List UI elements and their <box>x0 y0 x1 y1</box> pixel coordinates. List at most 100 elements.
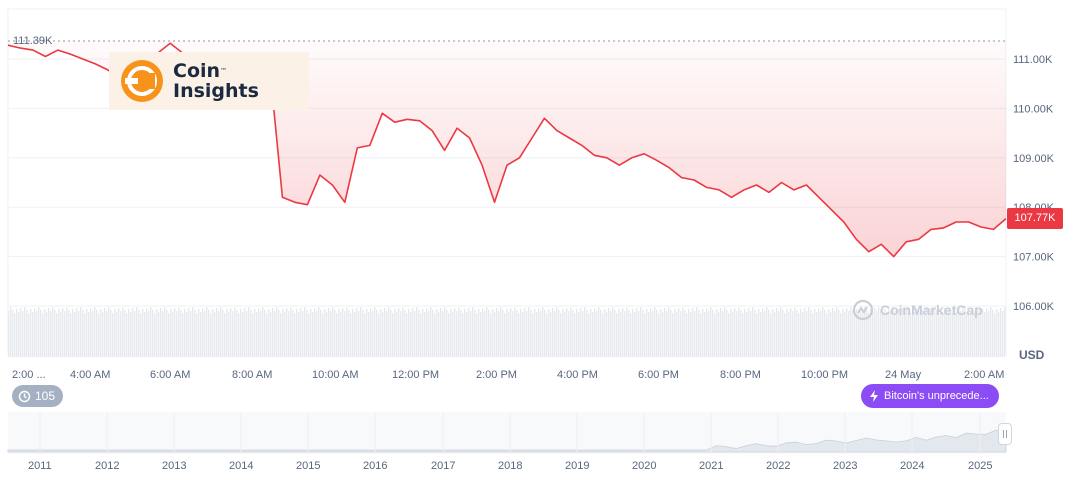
volume-bar <box>12 310 14 357</box>
volume-bar <box>798 313 800 357</box>
volume-bar <box>166 310 168 357</box>
volume-bar <box>426 308 428 357</box>
volume-bar <box>842 309 844 357</box>
volume-bar <box>810 310 812 357</box>
volume-bar <box>620 312 622 357</box>
volume-bar <box>836 307 838 357</box>
volume-bar <box>834 311 836 357</box>
volume-bar <box>564 312 566 357</box>
volume-bar <box>346 307 348 357</box>
volume-bar <box>118 308 120 357</box>
volume-bar <box>702 309 704 357</box>
volume-bar <box>46 312 48 357</box>
volume-bar <box>294 313 296 357</box>
volume-bar <box>656 310 658 357</box>
volume-bar <box>690 312 692 357</box>
volume-bar <box>590 309 592 357</box>
volume-bar <box>132 308 134 357</box>
volume-bar <box>600 310 602 357</box>
volume-bar <box>924 313 926 357</box>
volume-bar <box>288 311 290 357</box>
volume-bar <box>948 307 950 357</box>
volume-bar <box>304 307 306 357</box>
volume-bar <box>392 313 394 357</box>
volume-bar <box>278 310 280 357</box>
volume-bar <box>66 307 68 357</box>
volume-bar <box>308 313 310 357</box>
volume-bar <box>406 313 408 357</box>
volume-bar <box>878 307 880 357</box>
volume-bar <box>352 309 354 357</box>
volume-bar <box>700 313 702 357</box>
volume-bar <box>556 307 558 357</box>
volume-bar <box>926 309 928 357</box>
volume-bar <box>396 312 398 357</box>
volume-bar <box>726 310 728 357</box>
volume-bar <box>560 313 562 357</box>
volume-bar <box>34 308 36 357</box>
volume-bar <box>816 312 818 357</box>
volume-bar <box>96 310 98 357</box>
navigator-year-label: 2022 <box>766 460 790 472</box>
logo-line2: Insights <box>173 80 259 102</box>
volume-bar <box>242 312 244 357</box>
volume-bar <box>770 313 772 357</box>
volume-bar <box>506 309 508 357</box>
volume-bar <box>646 309 648 357</box>
volume-bar <box>598 307 600 357</box>
volume-bar <box>434 313 436 357</box>
volume-bar <box>988 311 990 357</box>
navigator-year-label: 2024 <box>900 460 924 472</box>
volume-bar <box>334 310 336 357</box>
x-tick-label: 10:00 AM <box>312 369 358 381</box>
volume-bar <box>826 313 828 357</box>
current-price-badge: 107.77K <box>1007 208 1063 229</box>
volume-bar <box>736 311 738 357</box>
volume-bar <box>146 308 148 357</box>
volume-bar <box>302 311 304 357</box>
volume-bar <box>162 311 164 357</box>
volume-bar <box>86 309 88 357</box>
event-count-badge[interactable]: 105 <box>12 385 64 407</box>
volume-bar <box>692 308 694 357</box>
navigator-handle[interactable] <box>998 423 1012 445</box>
volume-bar <box>134 311 136 357</box>
volume-bar <box>510 308 512 357</box>
volume-bar <box>572 310 574 357</box>
volume-bar <box>750 311 752 357</box>
volume-bar <box>772 309 774 357</box>
volume-bar <box>566 308 568 357</box>
volume-bar <box>768 310 770 357</box>
volume-bar <box>676 312 678 357</box>
volume-bar <box>100 309 102 357</box>
volume-bar <box>630 313 632 357</box>
volume-bar <box>474 310 476 357</box>
volume-bar <box>952 313 954 357</box>
volume-bar <box>846 308 848 357</box>
volume-bar <box>990 307 992 357</box>
x-tick-label: 24 May <box>885 369 922 381</box>
volume-bar <box>618 309 620 357</box>
volume-bar <box>524 308 526 357</box>
x-tick-label: 2:00 ... <box>12 369 46 381</box>
volume-bar <box>390 310 392 357</box>
volume-bar <box>894 310 896 357</box>
volume-bar <box>452 312 454 357</box>
volume-bar <box>698 310 700 357</box>
volume-bar <box>784 313 786 357</box>
news-badge[interactable]: Bitcoin's unprecede... <box>861 384 999 408</box>
volume-bar <box>972 308 974 357</box>
volume-bar <box>550 312 552 357</box>
volume-bar <box>786 309 788 357</box>
volume-bar <box>716 309 718 357</box>
volume-bar <box>688 309 690 357</box>
volume-bar <box>872 312 874 357</box>
volume-bar <box>754 310 756 357</box>
volume-bar <box>40 310 42 357</box>
volume-bar <box>136 307 138 357</box>
volume-bar <box>114 309 116 357</box>
volume-bar <box>394 309 396 357</box>
volume-bar <box>414 311 416 357</box>
volume-bar <box>652 311 654 357</box>
